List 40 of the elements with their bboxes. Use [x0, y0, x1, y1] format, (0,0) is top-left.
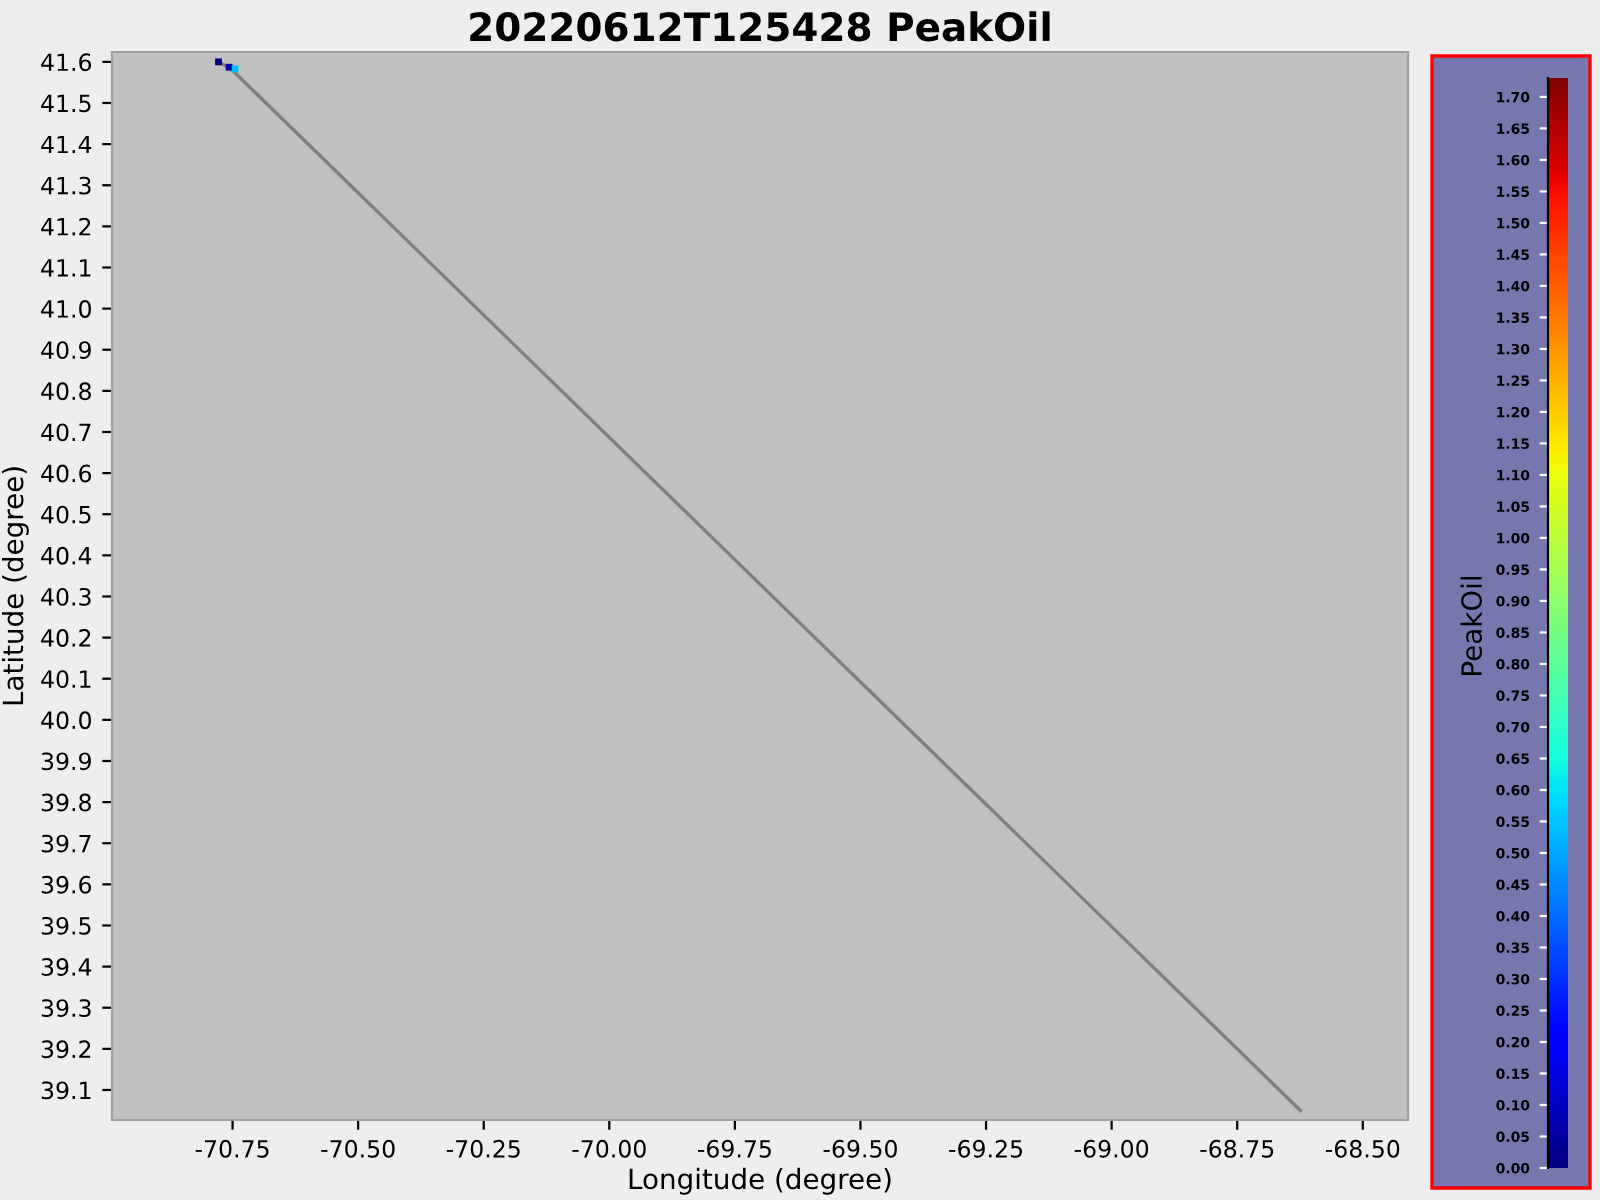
x-tick-label: -68.75	[1200, 1139, 1274, 1158]
x-axis-title: Longitude (degree)	[629, 1167, 891, 1195]
y-tick-label: 40.9	[41, 341, 91, 360]
x-tick-label: -70.00	[572, 1139, 646, 1158]
x-tick-label: -70.50	[321, 1139, 395, 1158]
y-tick-label: 40.8	[41, 382, 91, 401]
y-tick-label: 41.6	[41, 53, 92, 72]
y-tick-label: 41.4	[41, 135, 92, 154]
y-tick-label: 41.1	[41, 259, 91, 277]
y-tick-label: 39.7	[41, 834, 91, 853]
y-tick-label: 39.5	[41, 916, 91, 935]
y-tick-label: 40.0	[41, 711, 91, 730]
y-tick-label: 41.0	[41, 300, 91, 318]
x-tick-label: -70.75	[195, 1139, 269, 1158]
y-axis-title: Latitude (degree)	[1, 467, 29, 705]
x-tick-label: -68.50	[1325, 1139, 1400, 1158]
y-tick-label: 40.5	[41, 505, 91, 524]
y-tick-label: 39.2	[41, 1040, 91, 1059]
y-tick-label: 41.2	[41, 217, 91, 236]
x-tick-label: -69.00	[1074, 1139, 1149, 1158]
y-tick-label: 40.1	[41, 670, 91, 689]
y-tick-label: 39.8	[41, 793, 91, 812]
y-tick-label: 40.2	[41, 629, 91, 647]
y-tick-label: 39.1	[41, 1081, 91, 1100]
y-tick-label: 39.3	[41, 999, 91, 1018]
y-tick-label: 41.3	[41, 176, 91, 195]
x-tick-label: -69.75	[697, 1139, 771, 1158]
y-tick-label: 39.9	[41, 752, 91, 771]
chart-title: 20220612T125428 PeakOil	[470, 11, 1050, 42]
y-tick-label: 40.7	[41, 423, 91, 442]
y-tick-label: 39.4	[41, 958, 92, 976]
y-tick-label: 39.6	[41, 875, 92, 894]
x-tick-label: -69.50	[823, 1139, 897, 1158]
color-bar-title: PeakOil	[1460, 576, 1483, 675]
x-tick-label: -69.25	[949, 1139, 1023, 1158]
y-tick-label: 41.5	[41, 94, 91, 113]
x-tick-label: -70.25	[446, 1139, 520, 1158]
y-tick-label: 40.4	[41, 546, 92, 565]
y-tick-label: 40.3	[41, 587, 91, 606]
y-tick-label: 40.6	[41, 464, 92, 483]
